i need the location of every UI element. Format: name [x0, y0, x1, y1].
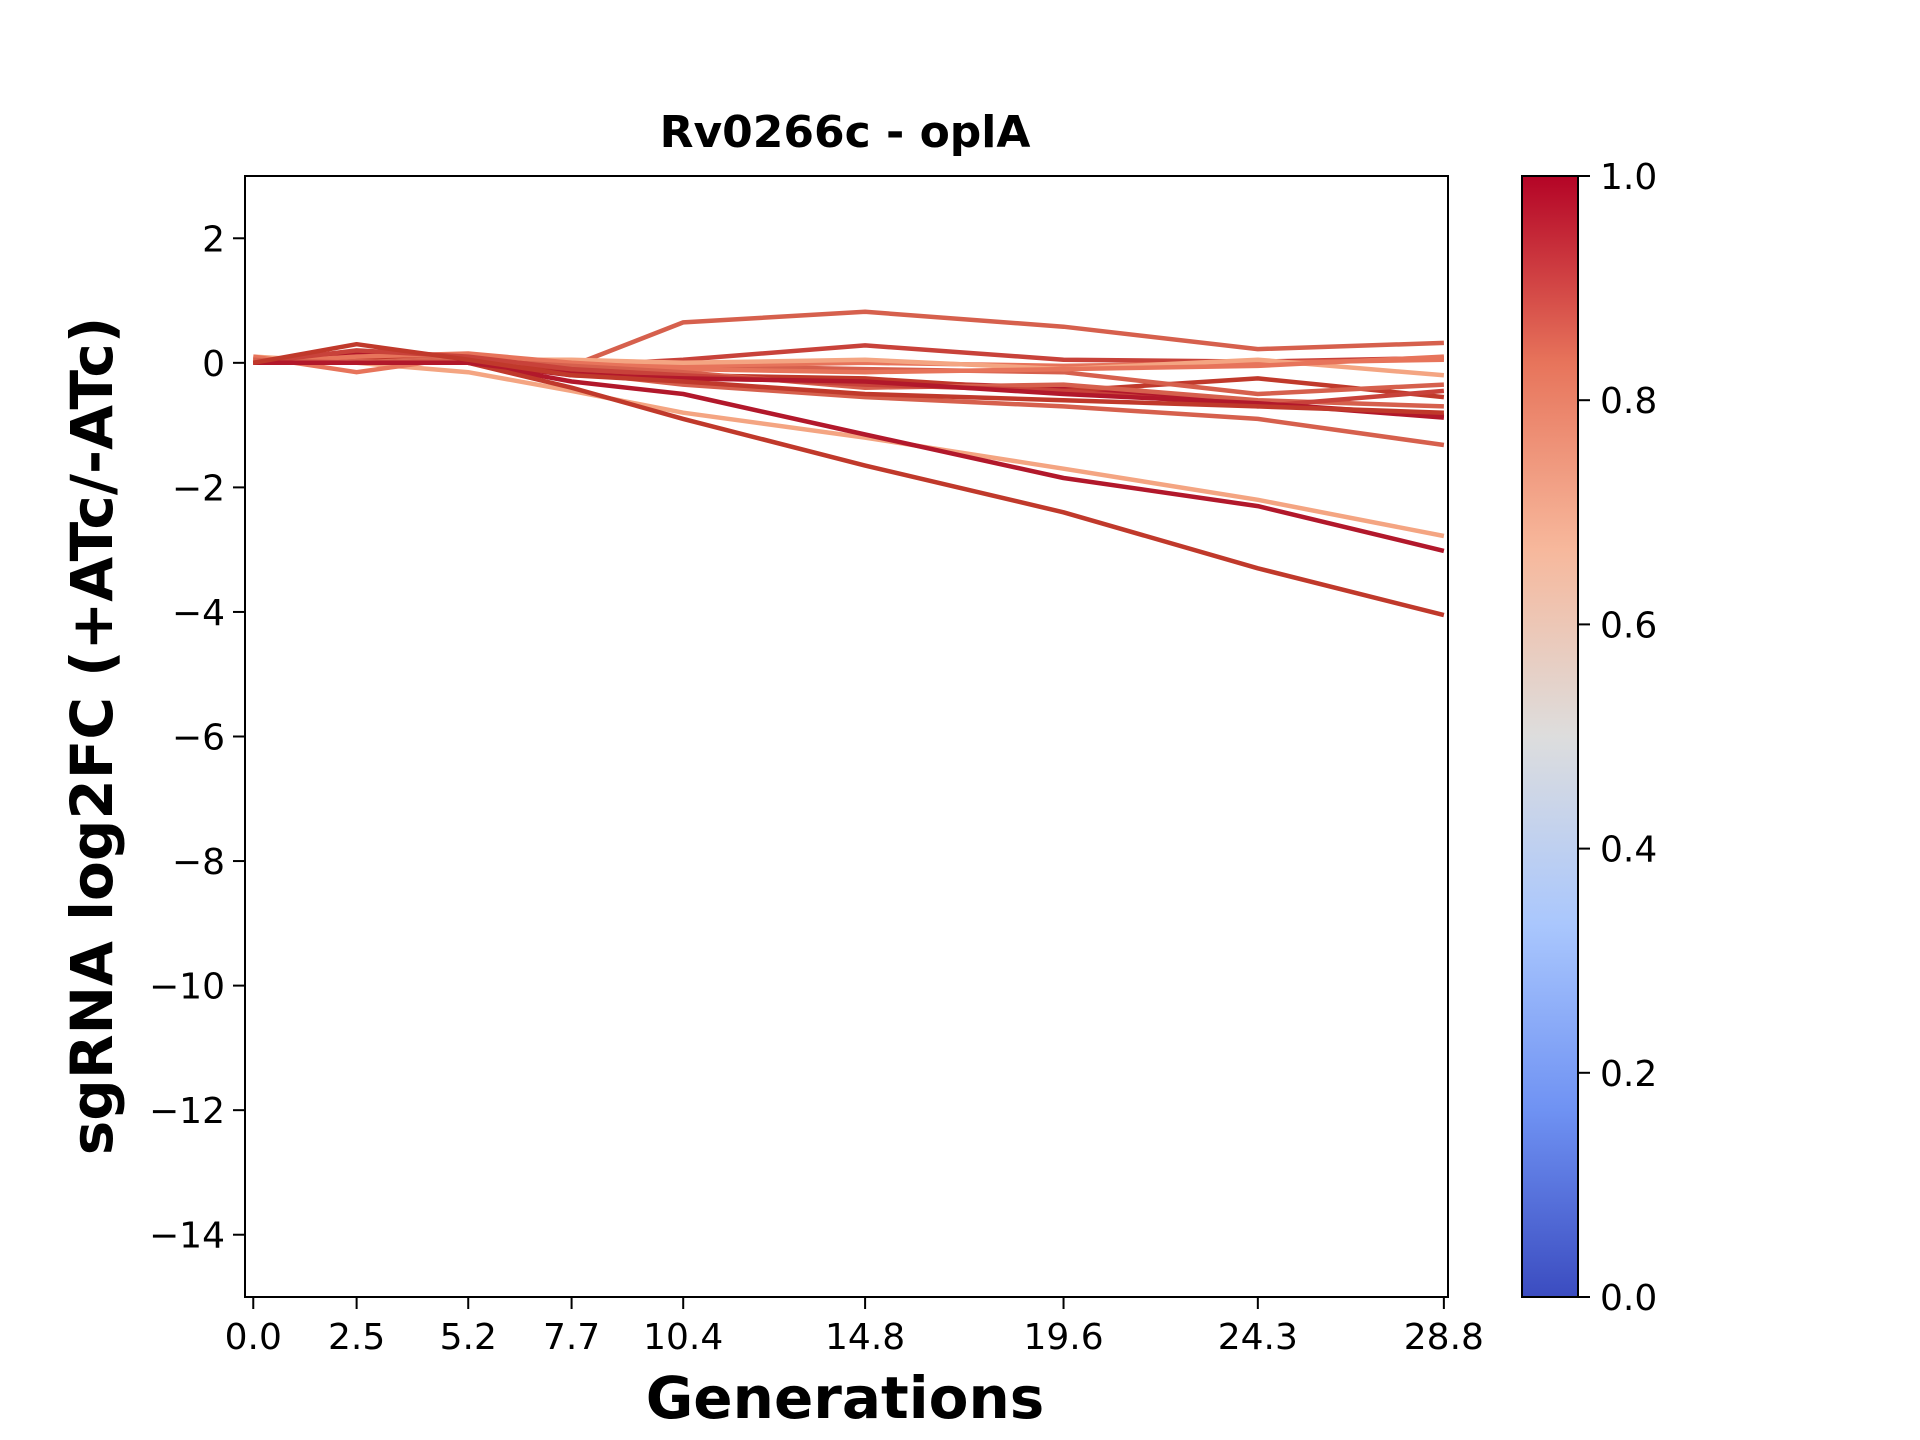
colorbar: 0.0 0.2 0.4 0.6 0.8 1.0	[1521, 157, 1657, 1319]
y-axis-label: sgRNA log2FC (+ATc/-ATc)	[58, 317, 126, 1155]
colorbar-ticks: 0.0 0.2 0.4 0.6 0.8 1.0	[1578, 157, 1657, 1319]
series-line-16	[252, 341, 1444, 415]
y-tick-label: 2	[202, 219, 225, 260]
x-tick-label: 19.6	[1023, 1317, 1103, 1358]
x-axis-ticks: 0.0 2.5 5.2 7.7 10.4 14.8 19.6 24.3 28.8	[225, 1297, 1484, 1358]
x-axis-label: Generations	[646, 1364, 1045, 1432]
colorbar-tick-label: 0.4	[1600, 830, 1657, 871]
y-tick-label: −12	[149, 1091, 225, 1132]
colorbar-tick-label: 0.2	[1600, 1054, 1657, 1095]
y-tick-label: −2	[172, 468, 225, 509]
colorbar-tick-label: 0.0	[1600, 1278, 1657, 1319]
y-tick-label: −10	[149, 967, 225, 1008]
plot-frame	[244, 175, 1449, 1298]
y-tick-label: 0	[202, 344, 225, 385]
x-tick-label: 5.2	[440, 1317, 497, 1358]
plot-lines	[252, 309, 1445, 618]
colorbar-tick-label: 1.0	[1600, 157, 1657, 198]
y-tick-label: −4	[172, 593, 225, 634]
colorbar-tick-label: 0.8	[1600, 381, 1657, 422]
series-line-12	[253, 351, 1445, 375]
y-tick-label: −6	[172, 718, 225, 759]
x-tick-label: 10.4	[643, 1317, 723, 1358]
y-tick-label: −8	[172, 842, 225, 883]
chart-title: Rv0266c - oplA	[660, 107, 1031, 158]
x-tick-label: 0.0	[225, 1317, 282, 1358]
colorbar-gradient	[1521, 175, 1579, 1298]
x-tick-label: 2.5	[328, 1317, 385, 1358]
x-tick-label: 24.3	[1218, 1317, 1298, 1358]
y-axis-ticks: 2 0 −2 −4 −6 −8 −10 −12 −14	[149, 219, 245, 1257]
x-tick-label: 14.8	[825, 1317, 905, 1358]
x-tick-label: 7.7	[543, 1317, 600, 1358]
colorbar-tick-label: 0.6	[1600, 605, 1657, 646]
series-line-15	[253, 360, 1445, 419]
x-tick-label: 28.8	[1404, 1317, 1484, 1358]
y-tick-label: −14	[149, 1216, 225, 1257]
